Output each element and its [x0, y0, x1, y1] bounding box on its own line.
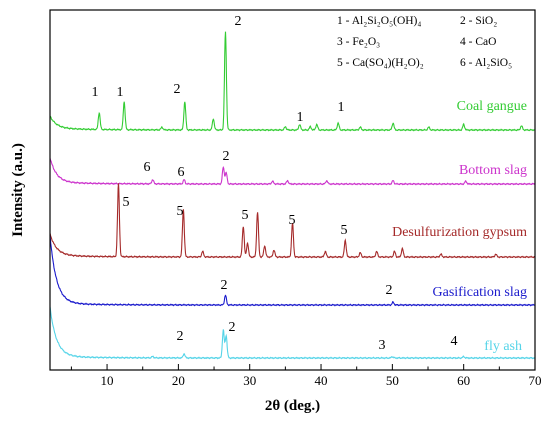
series-desulfurization-gypsum: 5 5 5 5 5 Desulfurization gypsum [49, 183, 536, 259]
legend-entry: 6 - Al₂SiO₅ [460, 57, 512, 69]
peak-label: 6 [144, 160, 151, 175]
series-gasification-slag: 2 2 Gasification slag [49, 235, 536, 307]
series-line [49, 235, 536, 307]
plot-area: 1 1 2 2 1 1 Coal gangue 6 6 2 Bottom slag 5 5 5 5 5 Desu… [49, 14, 536, 360]
legend-entry: 4 - CaO [460, 36, 496, 48]
x-tick-label: 60 [457, 373, 470, 388]
peak-label: 2 [235, 14, 242, 29]
series-label: Desulfurization gypsum [392, 225, 527, 240]
x-tick-label: 50 [386, 373, 399, 388]
legend: 1 - Al₂Si₂O₅(OH)₄ 2 - SiO₂ 3 - Fe₂O₃ 4 - Ca… [337, 15, 512, 69]
peak-label: 5 [341, 223, 348, 238]
peak-label: 1 [92, 85, 99, 100]
peak-label: 2 [229, 320, 236, 335]
peak-label: 2 [174, 82, 181, 97]
series-label: Coal gangue [457, 99, 527, 114]
peak-label: 5 [242, 208, 249, 223]
series-bottom-slag: 6 6 2 Bottom slag [49, 149, 536, 186]
series-label: Gasification slag [433, 285, 527, 300]
series-fly-ash: 2 2 3 4 fly ash [49, 306, 536, 360]
peak-label: 1 [117, 85, 124, 100]
x-tick-label: 40 [315, 373, 328, 388]
peak-label: 1 [338, 100, 345, 115]
legend-entry: 1 - Al₂Si₂O₅(OH)₄ [337, 15, 421, 27]
peak-label: 5 [123, 195, 130, 210]
peak-label: 6 [178, 165, 185, 180]
peak-label: 5 [177, 204, 184, 219]
peak-label: 4 [451, 334, 458, 349]
series-line [49, 183, 536, 259]
series-line [49, 306, 536, 360]
peak-label: 2 [223, 149, 230, 164]
peak-label: 2 [221, 278, 228, 293]
peak-label: 1 [297, 110, 304, 125]
axes: 10 20 30 40 50 60 70 [49, 9, 542, 388]
plot-frame [49, 9, 536, 371]
series-line [49, 31, 536, 132]
x-tick-label: 20 [172, 373, 185, 388]
x-axis-title: 2θ (deg.) [265, 398, 320, 414]
peak-label: 2 [386, 283, 393, 298]
series-label: Bottom slag [459, 163, 527, 178]
peak-label: 3 [379, 338, 386, 353]
legend-entry: 3 - Fe₂O₃ [337, 36, 380, 48]
x-tick-label: 30 [243, 373, 256, 388]
x-tick-label: 10 [101, 373, 114, 388]
peak-label: 5 [289, 213, 296, 228]
legend-entry: 5 - Ca(SO₄)(H₂O)₂ [337, 57, 424, 69]
y-axis-title: Intensity (a.u.) [10, 143, 26, 237]
series-coal-gangue: 1 1 2 2 1 1 Coal gangue [49, 14, 536, 132]
x-tick-label: 70 [529, 373, 542, 388]
series-label: fly ash [484, 339, 522, 354]
legend-entry: 2 - SiO₂ [460, 15, 497, 27]
series-line [49, 158, 536, 186]
peak-label: 2 [177, 329, 184, 344]
